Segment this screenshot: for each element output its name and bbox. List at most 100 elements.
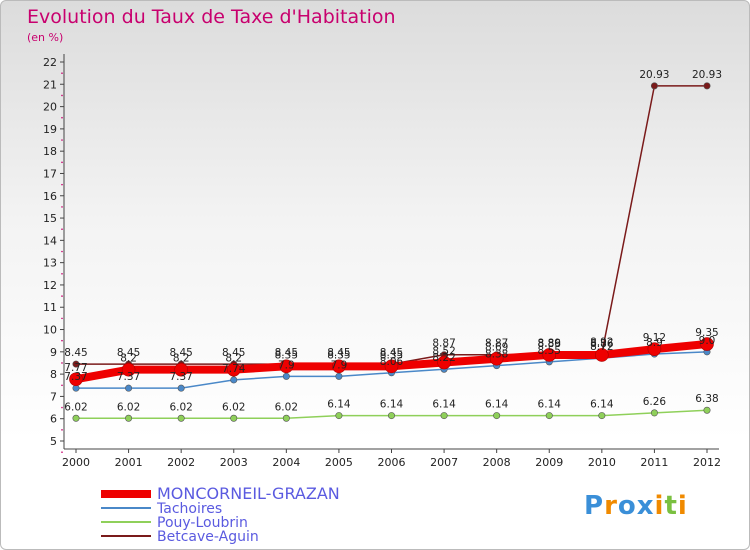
data-label: 7.9 (278, 359, 295, 371)
y-tick-label: 6 (50, 413, 57, 426)
data-label: 7.74 (222, 363, 246, 375)
data-label: 6.38 (695, 393, 718, 405)
data-label: 8.52 (432, 346, 455, 358)
data-point (282, 372, 290, 380)
data-label: 7.37 (117, 371, 140, 383)
data-point (121, 362, 136, 377)
y-tick-label: 14 (43, 234, 57, 247)
series-line (75, 85, 708, 365)
x-tick-label: 2007 (430, 456, 458, 469)
chart-subtitle: (en %) (27, 31, 64, 44)
legend-label: Tachoires (156, 501, 222, 517)
data-point (332, 359, 346, 374)
y-minor-dot (61, 250, 63, 253)
x-tick-label: 2000 (62, 456, 90, 469)
data-label: 8.45 (275, 347, 298, 359)
data-label: 9.0 (699, 335, 716, 347)
y-minor-dot (61, 406, 63, 409)
data-point (282, 414, 290, 422)
data-point (384, 359, 399, 374)
data-point (650, 409, 658, 417)
data-point (493, 412, 501, 420)
data-label: 6.02 (222, 401, 245, 413)
chart-title: Evolution du Taux de Taxe d'Habitation (27, 6, 396, 28)
data-point (489, 351, 504, 366)
data-point (177, 384, 185, 392)
y-minor-dot (61, 339, 63, 342)
axes: 5 6 7 8 9 10 11 12 13 14 15 16 17 18 19 20 21 22 2000 2001 2… (43, 54, 721, 469)
data-point (542, 348, 557, 362)
data-point (72, 360, 80, 368)
data-label: 8.2 (173, 353, 190, 365)
data-label: 8.45 (380, 347, 403, 359)
y-tick-label: 19 (43, 123, 57, 136)
y-minor-dot (61, 295, 63, 297)
y-minor-dot (61, 206, 63, 208)
y-minor-dot (61, 72, 63, 74)
data-point (703, 82, 711, 90)
y-minor-dot (61, 94, 63, 97)
data-label: 6.02 (64, 401, 87, 413)
series-layer (69, 82, 714, 422)
data-point (647, 342, 662, 356)
logo-letter: i (677, 491, 688, 521)
y-minor-dot (61, 451, 63, 453)
data-labels-layer: 7.778.2 8.2 8.2 8.35 8.35 8.35 8.52 8.69 8.86 8.8… (64, 69, 722, 413)
data-label: 8.86 (538, 338, 562, 350)
data-label: 8.38 (485, 349, 508, 361)
data-label: 7.37 (169, 371, 192, 383)
y-minor-dot (61, 183, 63, 186)
y-minor-dot (61, 362, 63, 364)
data-label: 6.02 (275, 401, 298, 413)
data-label: 8.45 (327, 347, 350, 359)
data-label: 8.45 (64, 347, 87, 359)
y-minor-dot (61, 317, 63, 320)
series-3 (72, 82, 711, 368)
data-label: 8.87 (432, 338, 455, 350)
data-label: 8.45 (222, 347, 245, 359)
data-label: 6.26 (643, 396, 667, 408)
data-point (177, 414, 185, 422)
legend-label: Betcave-Aguin (157, 529, 259, 545)
data-label: 8.86 (590, 338, 614, 350)
data-point (703, 406, 711, 414)
data-label: 8.69 (485, 342, 508, 354)
y-tick-label: 17 (43, 167, 57, 180)
data-label: 6.14 (538, 399, 562, 411)
x-tick-label: 2009 (535, 456, 563, 469)
y-tick-label: 21 (43, 78, 57, 91)
data-label: 8.06 (380, 356, 404, 368)
data-point (595, 348, 609, 362)
logo-letter: r (604, 491, 618, 521)
logo-letter: o (617, 491, 637, 521)
x-tick-label: 2012 (693, 456, 721, 469)
logo-letter: t (664, 491, 678, 521)
y-minor-dot (61, 228, 63, 231)
data-label: 8.92 (590, 337, 613, 349)
data-point (545, 412, 553, 420)
y-minor-dot (61, 139, 63, 141)
data-point (335, 372, 343, 380)
data-label: 6.14 (590, 399, 614, 411)
data-point (598, 412, 606, 420)
data-point (125, 384, 133, 392)
data-point (335, 412, 343, 420)
data-label: 8.2 (120, 353, 137, 365)
x-tick-label: 2005 (325, 456, 353, 469)
legend-label: Pouy-Loubrin (157, 515, 248, 531)
data-point (72, 414, 80, 422)
data-point (700, 337, 714, 351)
data-point (440, 412, 448, 420)
y-tick-label: 8 (50, 368, 57, 381)
data-point (279, 359, 294, 374)
data-label: 20.93 (639, 69, 669, 81)
x-tick-label: 2004 (272, 456, 300, 469)
data-point (69, 372, 83, 387)
data-label: 9.12 (643, 332, 666, 344)
x-tick-label: 2011 (640, 456, 668, 469)
series-2 (72, 406, 711, 422)
legend-label: MONCORNEIL-GRAZAN (157, 484, 340, 503)
y-tick-label: 20 (43, 101, 57, 114)
